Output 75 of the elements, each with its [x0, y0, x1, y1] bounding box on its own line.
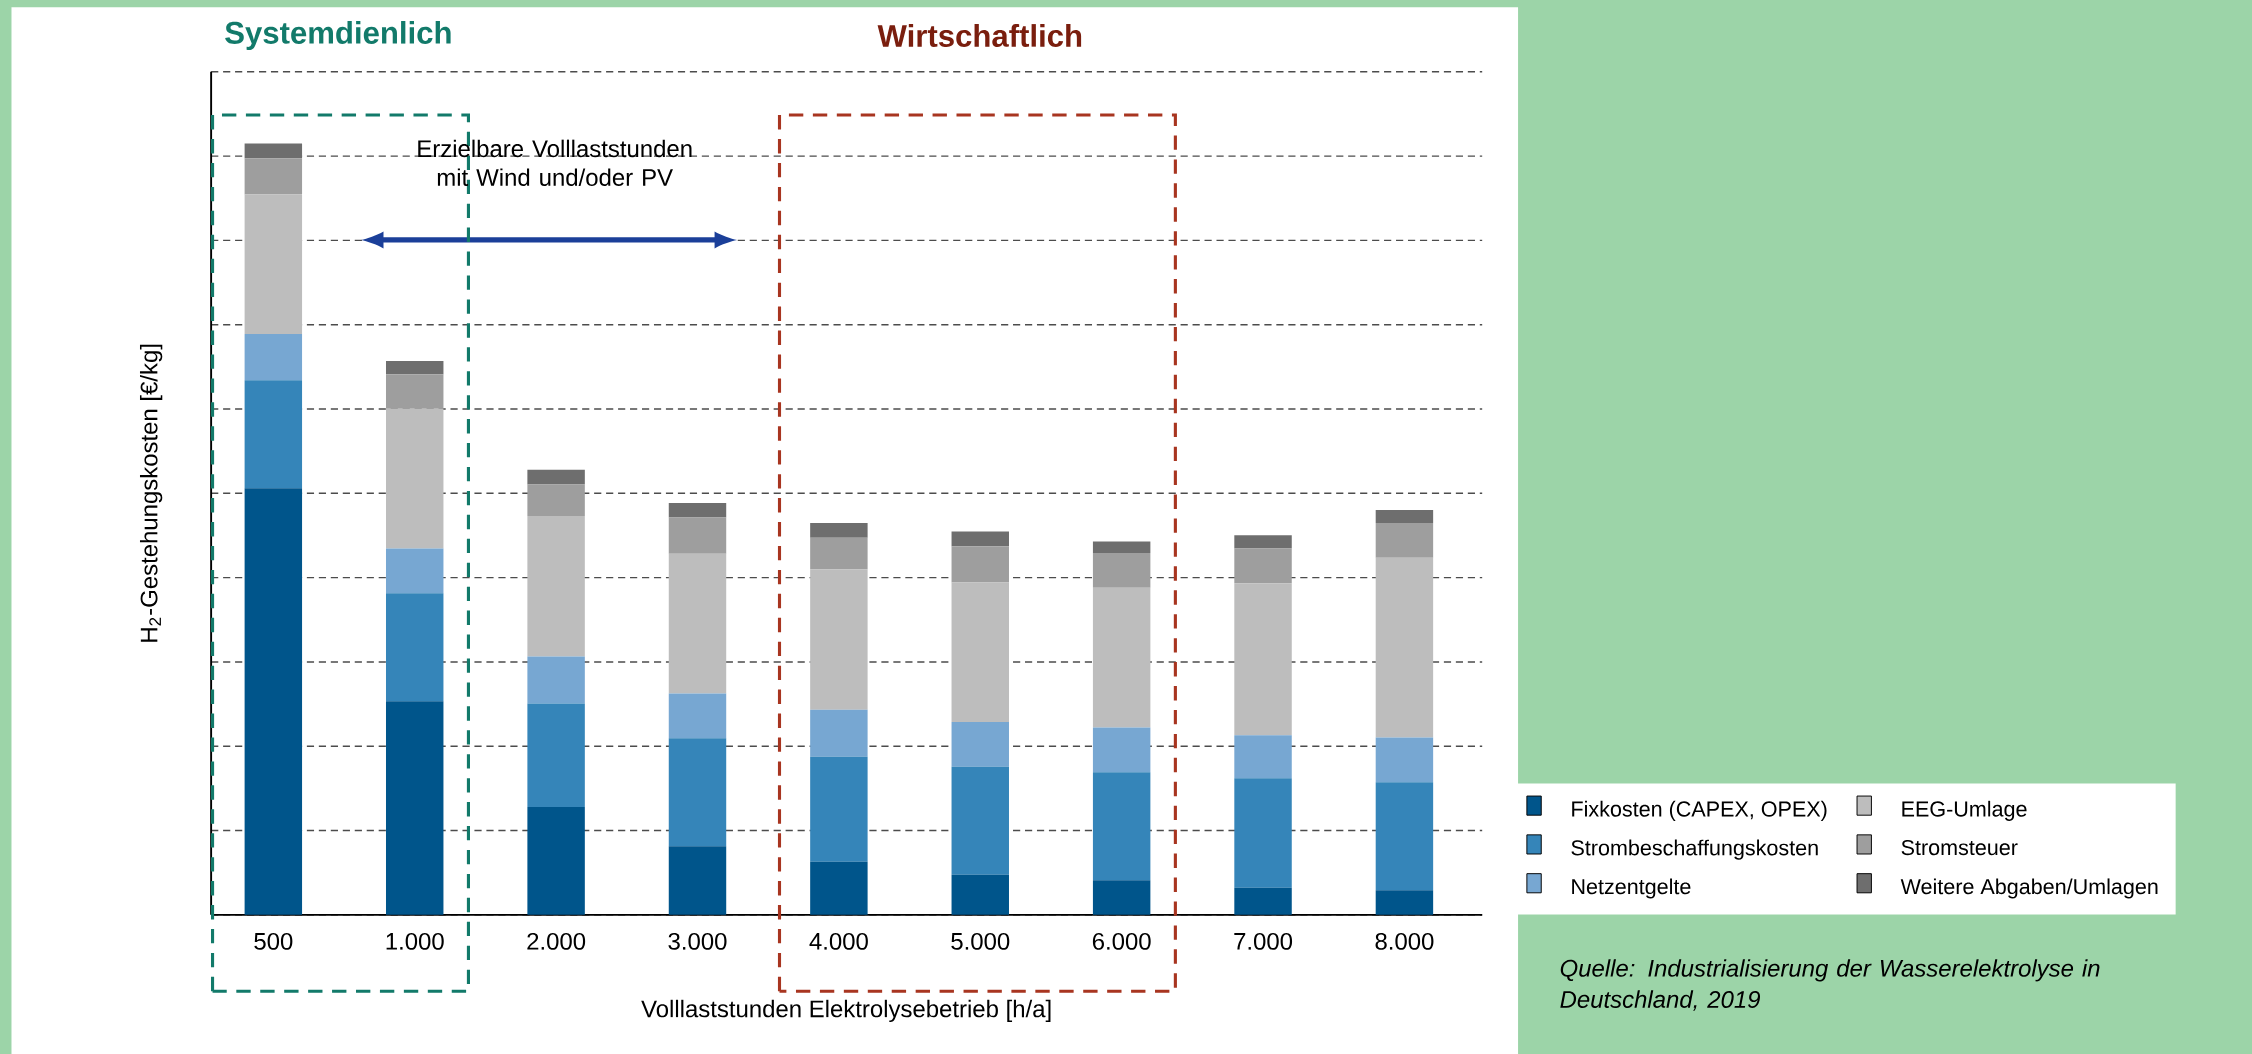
bar: [810, 756, 868, 862]
text: Systemdienlich: [225, 20, 451, 50]
bar: [386, 548, 444, 594]
legend-label: Fixkosten (CAPEX, OPEX): [1572, 800, 1827, 821]
bar: [244, 380, 303, 489]
bar: [1234, 548, 1292, 584]
x-tick-label: 1.000: [386, 932, 444, 950]
annotation: Erzielbare Volllaststunden mit Wind und/oder PV: [418, 139, 692, 186]
bar: [810, 537, 868, 570]
bar: [668, 553, 727, 694]
bar: [1234, 778, 1292, 888]
bar: [668, 738, 727, 847]
bar: [668, 693, 727, 739]
bar: [527, 469, 585, 485]
bar: [951, 531, 1009, 547]
bar: [1092, 880, 1151, 915]
bar: [527, 656, 585, 704]
bar: [810, 522, 868, 538]
bar: [1375, 557, 1434, 738]
bar: [527, 806, 585, 915]
bar: [1092, 541, 1151, 554]
x-tick-label: 5.000: [951, 932, 1010, 950]
bar: [951, 766, 1009, 875]
source-note: Quelle: Industrialisierung der Wasserelektrolyse in Deutschland, 2019: [1560, 959, 2100, 1011]
bar: [1234, 735, 1292, 779]
bar: [386, 374, 444, 409]
x-tick-label: 500: [254, 932, 293, 950]
bar: [386, 701, 444, 915]
bar: [244, 158, 303, 195]
bar: [1375, 509, 1434, 523]
bar: [244, 194, 303, 334]
x-tick-label: 3.000: [668, 932, 727, 950]
bar: [951, 721, 1009, 767]
bar: [1375, 737, 1434, 783]
bar: [527, 516, 585, 657]
legend-label: Netzentgelte: [1572, 878, 1691, 899]
bar: [668, 502, 727, 518]
bar: [1092, 727, 1151, 773]
bar: [527, 484, 585, 516]
x-tick-label: 2.000: [527, 932, 586, 950]
bar: [244, 333, 303, 381]
x-tick-label: 7.000: [1234, 932, 1293, 950]
bar: [527, 703, 585, 807]
bar: [244, 143, 303, 159]
bar: [1092, 772, 1151, 881]
x-tick-label: 6.000: [1092, 932, 1151, 950]
bar: [1375, 522, 1434, 558]
bar: [668, 517, 727, 554]
bar: [810, 569, 868, 710]
bar: [244, 488, 303, 915]
bar: [951, 874, 1009, 915]
x-tick-label: 4.000: [809, 932, 868, 950]
bar: [951, 546, 1009, 583]
bar: [386, 593, 444, 702]
bar: [810, 709, 868, 757]
bar: [810, 861, 868, 915]
legend-label: Strombeschaffungskosten: [1571, 839, 1818, 860]
bar: [1234, 535, 1292, 549]
bar: [951, 582, 1009, 722]
bar: [1092, 553, 1151, 588]
x-tick-label: 8.000: [1375, 932, 1434, 950]
bar: [1234, 887, 1292, 915]
bar: [386, 408, 444, 549]
legend-label: Stromsteuer: [1901, 839, 2018, 856]
bar: [1092, 587, 1151, 728]
text: Wirtschaftlich: [877, 24, 1082, 47]
bar: [1234, 583, 1292, 736]
legend-label: EEG-Umlage: [1902, 800, 2027, 821]
bar: [1375, 890, 1434, 915]
bar: [1375, 782, 1434, 891]
legend-label: Weitere Abgaben/Umlagen: [1900, 878, 2158, 899]
y-axis-title: H$_{2}$-Gestehungskosten [€/kg]: [139, 344, 163, 642]
bar: [386, 360, 444, 375]
bar: [668, 846, 727, 915]
x-axis-title: Volllaststunden Elektrolysebetrieb [h/a]: [641, 999, 1051, 1023]
